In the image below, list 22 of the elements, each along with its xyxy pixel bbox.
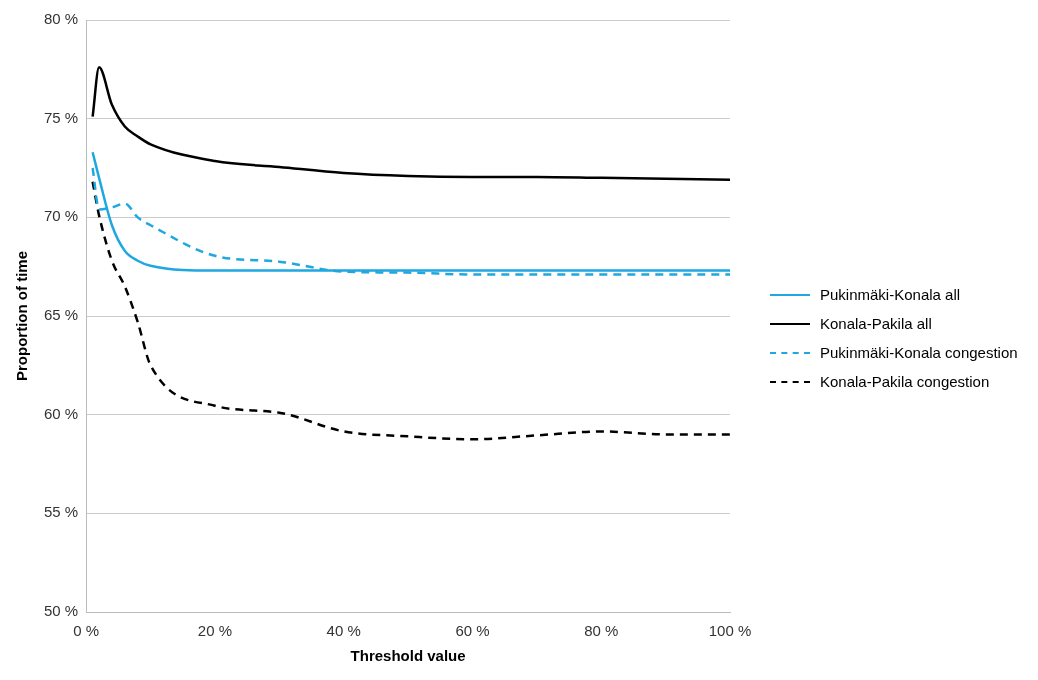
y-tick-label: 75 % (43, 108, 79, 126)
legend-label: Konala-Pakila all (820, 315, 932, 332)
x-tick-label: 40 % (326, 622, 361, 640)
x-tick-label: 60 % (455, 622, 490, 640)
y-tick-label: 55 % (43, 503, 79, 521)
y-tick-label: 70 % (43, 207, 79, 225)
line-series (91, 66, 730, 182)
y-tick-label: 80 % (43, 10, 79, 28)
x-tick-label: 0 % (73, 622, 100, 640)
y-tick-label: 60 % (43, 404, 79, 422)
x-tick-label: 20 % (197, 622, 233, 640)
x-tick-label: 100 % (708, 622, 752, 640)
y-axis-title: Proportion of time (13, 251, 31, 381)
x-tick-label: 80 % (584, 622, 619, 640)
legend-label: Pukinmäki-Konala all (820, 286, 961, 303)
y-tick-label: 50 % (43, 602, 79, 620)
legend-label: Konala-Pakila congestion (820, 373, 990, 390)
x-axis-title: Threshold value (350, 647, 466, 665)
line-series (91, 180, 730, 441)
line-series (91, 150, 730, 272)
y-tick-label: 65 % (43, 306, 79, 324)
legend-label: Pukinmäki-Konala congestion (820, 344, 1018, 361)
